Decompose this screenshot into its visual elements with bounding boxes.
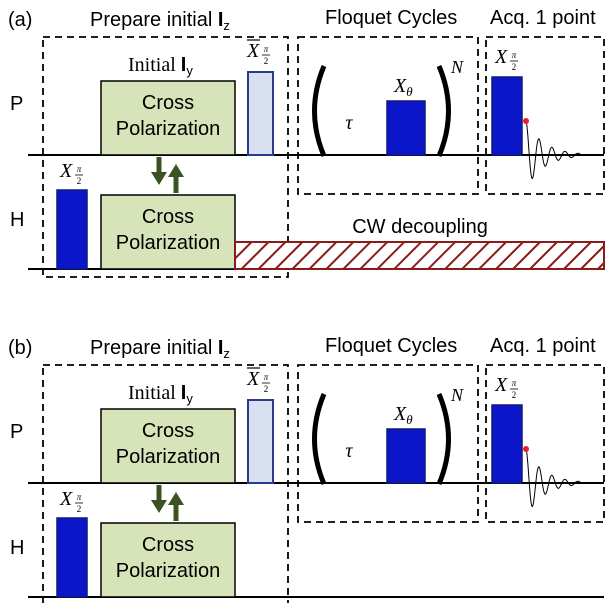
- acquisition-section-box: [485, 364, 605, 523]
- p-storage-pulse: [247, 71, 274, 156]
- cross-polarization-h-block: [100, 194, 236, 270]
- h-pulse: [56, 189, 88, 270]
- h-pulse-label-denominator: 2: [77, 504, 82, 514]
- channel-p-label: P: [10, 93, 23, 115]
- acquisition-pulse-label-letter: X: [494, 374, 508, 396]
- prepare-section-box: [42, 36, 289, 278]
- channel-h-label: H: [10, 537, 24, 559]
- p-storage-pulse-label-numerator: π: [264, 372, 269, 382]
- acquisition-pulse-label-numerator: π: [512, 378, 517, 388]
- p-storage-pulse-label-letter: X: [246, 368, 260, 390]
- floquet-pulse: [386, 428, 426, 484]
- initial-state-symbol: I: [181, 382, 187, 404]
- transfer-up-arrow-head: [168, 492, 184, 505]
- floquet-pulse-subscript: θ: [406, 84, 413, 99]
- acquisition-pulse-label-numerator: π: [512, 50, 517, 60]
- cross-polarization-p-line1: Cross: [142, 420, 194, 442]
- acquisition-pulse-label-denominator: 2: [512, 390, 517, 400]
- initial-state-label: Initial Iy: [128, 54, 193, 78]
- delay-tau: τ: [345, 440, 353, 462]
- floquet-pulse-label: Xθ: [393, 403, 413, 427]
- p-storage-pulse: [247, 399, 274, 484]
- section-acq-title: Acq. 1 point: [490, 335, 596, 357]
- left-bracket: [312, 65, 327, 157]
- panel-a: (a) Prepare initial Iz Floquet Cycles Acq. …: [8, 7, 605, 278]
- section-prepare-subscript: z: [223, 18, 230, 33]
- section-floquet-title: Floquet Cycles: [325, 7, 457, 29]
- cw-decoupling-block: [234, 241, 605, 270]
- cw-decoupling-label: CW decoupling: [352, 216, 488, 238]
- cross-polarization-h-line1: Cross: [142, 534, 194, 556]
- section-floquet-title: Floquet Cycles: [325, 335, 457, 357]
- cross-polarization-p-line2: Polarization: [116, 446, 221, 468]
- initial-state-symbol: I: [181, 54, 187, 76]
- acquisition-pulse-label-letter: X: [494, 46, 508, 68]
- panel-label: (b): [8, 337, 32, 359]
- repeat-count: N: [450, 57, 464, 77]
- transfer-down-arrow-head: [151, 172, 167, 185]
- right-bracket: [436, 393, 451, 485]
- p-storage-pulse-label-denominator: 2: [264, 384, 269, 394]
- fid-signal: [525, 120, 583, 180]
- cross-polarization-h-line2: Polarization: [116, 560, 221, 582]
- section-prepare-title: Prepare initial Iz: [90, 337, 230, 361]
- cross-polarization-p-block: [100, 80, 236, 156]
- p-storage-pulse-label-numerator: π: [264, 44, 269, 54]
- initial-state-subscript: y: [186, 391, 193, 406]
- panel-label: (a): [8, 9, 32, 31]
- transfer-up-arrow-head: [168, 164, 184, 177]
- cross-polarization-p-line1: Cross: [142, 92, 194, 114]
- h-pulse-label-denominator: 2: [77, 176, 82, 186]
- transfer-down-arrow-head: [151, 500, 167, 513]
- acquisition-pulse: [491, 404, 523, 484]
- acquired-point: [523, 446, 529, 452]
- initial-state-subscript: y: [186, 63, 193, 78]
- acquired-point: [523, 118, 529, 124]
- h-pulse-label-letter: X: [59, 488, 73, 510]
- p-storage-pulse-label-letter: X: [246, 40, 260, 62]
- acquisition-pulse: [491, 76, 523, 156]
- floquet-pulse: [386, 100, 426, 156]
- channel-h-label: H: [10, 209, 24, 231]
- left-bracket: [312, 393, 327, 485]
- section-prepare-subscript: z: [223, 346, 230, 361]
- cross-polarization-h-line2: Polarization: [116, 232, 221, 254]
- panel-b: (b) Prepare initial Iz Floquet Cycles Acq. …: [8, 335, 605, 603]
- fid-signal: [525, 448, 583, 508]
- acquisition-section-box: [485, 36, 605, 195]
- acquisition-pulse-label-denominator: 2: [512, 62, 517, 72]
- cross-polarization-h-block: [100, 522, 236, 598]
- h-pulse: [56, 517, 88, 598]
- section-acq-title: Acq. 1 point: [490, 7, 596, 29]
- floquet-pulse-subscript: θ: [406, 412, 413, 427]
- delay-tau: τ: [345, 112, 353, 134]
- section-prepare-symbol: I: [218, 9, 224, 31]
- h-pulse-label-numerator: π: [77, 164, 82, 174]
- floquet-section-box: [297, 36, 479, 195]
- prepare-section-box: [42, 364, 289, 603]
- cross-polarization-p-line2: Polarization: [116, 118, 221, 140]
- h-pulse-label-numerator: π: [77, 492, 82, 502]
- repeat-count: N: [450, 385, 464, 405]
- initial-state-label: Initial Iy: [128, 382, 193, 406]
- cross-polarization-h-line1: Cross: [142, 206, 194, 228]
- cross-polarization-p-block: [100, 408, 236, 484]
- section-prepare-title: Prepare initial Iz: [90, 9, 230, 33]
- floquet-pulse-label: Xθ: [393, 75, 413, 99]
- floquet-section-box: [297, 364, 479, 523]
- p-storage-pulse-label-denominator: 2: [264, 56, 269, 66]
- channel-p-label: P: [10, 421, 23, 443]
- section-prepare-symbol: I: [218, 337, 224, 359]
- right-bracket: [436, 65, 451, 157]
- h-pulse-label-letter: X: [59, 160, 73, 182]
- panels-root: (a) Prepare initial Iz Floquet Cycles Acq. …: [8, 7, 605, 603]
